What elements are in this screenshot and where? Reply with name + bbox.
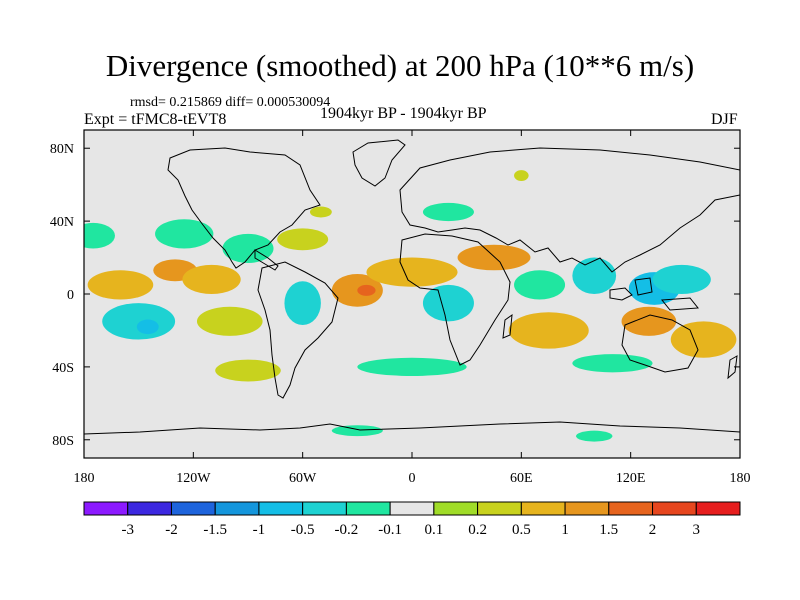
divergence-field [84, 170, 737, 442]
divergence-cell-27 [357, 357, 467, 376]
divergence-cell-12 [331, 273, 383, 307]
colorbar-box-8 [433, 501, 479, 516]
x-tick-label-2: 60W [289, 471, 317, 486]
divergence-cell-4 [155, 219, 214, 249]
divergence-cell-0 [87, 270, 154, 300]
colorbar-label-11: 1.5 [599, 522, 618, 538]
chart-title: Divergence (smoothed) at 200 hPa (10**6 … [105, 48, 695, 83]
divergence-cell-22 [621, 306, 677, 336]
colorbar-label-4: -0.5 [291, 522, 315, 538]
divergence-cell-18 [508, 312, 589, 349]
colorbar-label-8: 0.2 [468, 522, 487, 538]
map-axes: 180 120W 60W 0 60E 120E 180 80N 40N 0 40S 80S [50, 130, 751, 486]
divergence-cell-28 [572, 354, 653, 373]
divergence-cell-21 [652, 264, 711, 294]
colorbar-box-12 [608, 501, 654, 516]
season-label: DJF [711, 111, 738, 128]
divergence-cell-30 [576, 430, 613, 442]
divergence-cell-17 [514, 270, 566, 300]
colorbar: -3 -2 -1.5 -1 -0.5 -0.2 -0.1 0.1 0.2 0.5 1 1.5 2 3 [83, 501, 741, 538]
divergence-cell-2 [182, 264, 241, 294]
colorbar-box-9 [477, 501, 522, 516]
colorbar-box-0 [83, 501, 129, 516]
colorbar-box-6 [345, 501, 391, 516]
y-tick-label-0: 80N [50, 142, 74, 157]
colorbar-label-5: -0.2 [335, 522, 359, 538]
x-tick-label-1: 120W [176, 471, 211, 486]
x-tick-label-0: 180 [74, 471, 95, 486]
colorbar-box-2 [170, 501, 216, 516]
colorbar-label-3: -1 [253, 522, 266, 538]
y-tick-label-3: 40S [52, 361, 74, 376]
colorbar-box-7 [389, 501, 435, 516]
divergence-cell-7 [102, 303, 176, 340]
divergence-cell-19 [572, 257, 617, 294]
colorbar-label-10: 1 [561, 522, 569, 538]
divergence-cell-26 [422, 202, 474, 222]
colorbar-label-1: -2 [165, 522, 178, 538]
period-label: 1904kyr BP - 1904kyr BP [320, 105, 487, 122]
x-tick-label-5: 120E [616, 471, 646, 486]
divergence-cell-15 [422, 284, 474, 322]
colorbar-label-6: -0.1 [378, 522, 402, 538]
colorbar-label-13: 3 [693, 522, 701, 538]
divergence-cell-6 [277, 228, 329, 251]
divergence-cell-25 [309, 206, 332, 218]
divergence-cell-5 [222, 233, 274, 264]
divergence-cell-9 [196, 306, 263, 336]
divergence-cell-16 [457, 244, 531, 271]
colorbar-label-2: -1.5 [203, 522, 227, 538]
colorbar-box-3 [214, 501, 260, 516]
colorbar-box-1 [127, 501, 172, 516]
divergence-cell-14 [366, 257, 458, 287]
y-tick-label-2: 0 [67, 288, 74, 303]
divergence-cell-10 [215, 359, 281, 382]
y-tick-label-1: 40N [50, 215, 74, 230]
divergence-cell-8 [136, 319, 159, 335]
colorbar-label-7: 0.1 [424, 522, 443, 538]
colorbar-box-10 [520, 501, 566, 516]
colorbar-box-4 [258, 501, 304, 516]
rmsd-diff-label: rmsd= 0.215869 diff= 0.000530094 [130, 95, 331, 110]
divergence-cell-29 [331, 425, 383, 437]
x-tick-label-3: 0 [409, 471, 416, 486]
y-tick-label-4: 80S [52, 434, 74, 449]
experiment-label: Expt = tFMC8-tEVT8 [84, 111, 227, 128]
divergence-cell-11 [284, 281, 321, 325]
x-tick-label-4: 60E [510, 471, 533, 486]
colorbar-box-14 [695, 501, 741, 516]
divergence-cell-3 [84, 222, 115, 249]
colorbar-box-13 [652, 501, 697, 516]
divergence-cell-23 [670, 321, 737, 358]
colorbar-label-12: 2 [649, 522, 657, 538]
divergence-cell-24 [514, 170, 529, 182]
colorbar-box-11 [564, 501, 610, 516]
divergence-cell-13 [357, 284, 376, 296]
x-tick-label-6: 180 [730, 471, 751, 486]
colorbar-box-5 [302, 501, 347, 516]
colorbar-label-0: -3 [121, 522, 134, 538]
coastlines [84, 139, 740, 435]
colorbar-label-9: 0.5 [512, 522, 531, 538]
